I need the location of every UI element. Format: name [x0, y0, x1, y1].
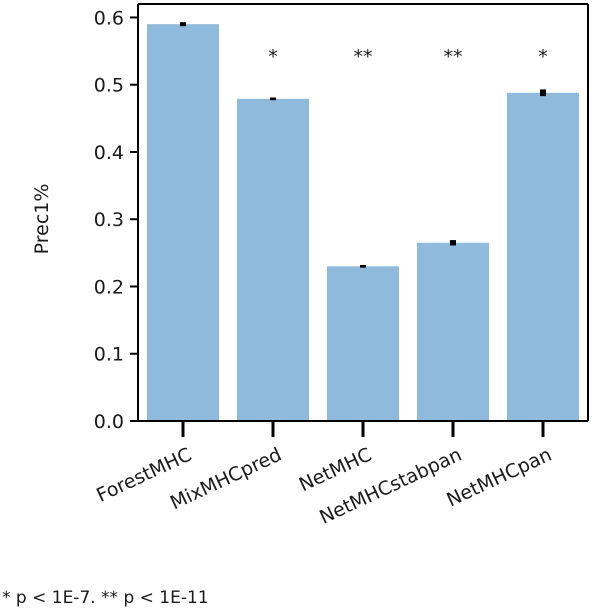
bar-netmhc: [327, 266, 399, 421]
y-tick-label: 0.6: [94, 7, 124, 29]
bar-netmhcstabpan: [417, 242, 489, 421]
bar-chart: Prec1% * ** ** *0.00.10.20.30.40.50.6Forest…: [31, 3, 589, 529]
significance-marker-netmhc: **: [354, 46, 373, 68]
significance-marker-netmhcstabpan: **: [444, 46, 463, 68]
significance-footnote: * p < 1E-7. ** p < 1E-11: [2, 588, 209, 608]
bar-forestmhc: [147, 24, 219, 421]
y-axis-label: Prec1%: [31, 184, 53, 255]
y-tick-label: 0.3: [94, 209, 124, 231]
y-tick-label: 0.2: [94, 276, 124, 298]
y-tick-label: 0.0: [94, 411, 124, 433]
significance-marker-netmhcpan: *: [538, 46, 548, 68]
bar-mixmhcpred: [237, 98, 309, 422]
plot-area: * ** ** *0.00.10.20.30.40.50.6ForestMHCMixM…: [93, 3, 589, 529]
bar-netmhcpan: [507, 92, 579, 422]
significance-marker-mixmhcpred: *: [268, 46, 278, 68]
y-tick-label: 0.5: [94, 75, 124, 97]
y-tick-label: 0.4: [94, 142, 124, 164]
y-tick-label: 0.1: [94, 344, 124, 366]
